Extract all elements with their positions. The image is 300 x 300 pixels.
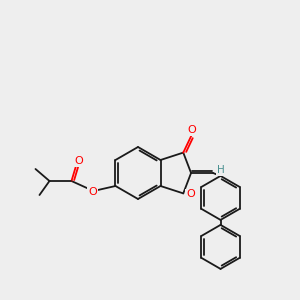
Text: O: O (88, 187, 97, 197)
Text: O: O (187, 125, 196, 136)
Text: H: H (217, 165, 225, 175)
Text: O: O (186, 189, 195, 200)
Text: O: O (74, 156, 83, 166)
